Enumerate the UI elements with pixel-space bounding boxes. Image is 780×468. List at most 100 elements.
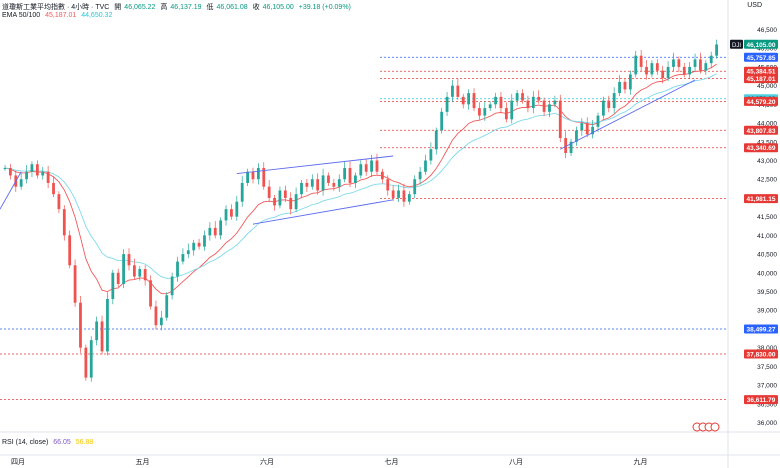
trend-line (252, 199, 394, 225)
price-tag-label: 41,981.15 (747, 196, 776, 203)
candle-body (181, 254, 185, 262)
price-tag-label: 43,807.83 (747, 128, 776, 135)
candle-body (699, 59, 702, 71)
trend-line (236, 155, 394, 175)
candle-body (230, 209, 233, 217)
symbol-title: 道瓊斯工業平均指數 · 4小時 · TVC (2, 4, 110, 11)
y-tick-label: 37,000 (757, 383, 777, 390)
x-tick-label: 六月 (260, 457, 274, 466)
ema50-value: 45,187.01 (45, 12, 77, 19)
candle-body (558, 100, 562, 139)
candle-body (445, 96, 449, 112)
candle-body (429, 149, 433, 161)
price-tag (744, 143, 778, 153)
y-tick-label: 44,000 (757, 121, 777, 128)
candle-body (709, 55, 713, 64)
candle-body (402, 190, 406, 202)
candle-body (434, 130, 438, 150)
price-tag-label: 45,757.85 (747, 55, 776, 62)
candle-body (478, 108, 481, 116)
price-tag-label: 38,499.27 (747, 326, 776, 333)
rsi-legend[interactable]: RSI (14, close) 66.05 56.88 (2, 439, 96, 446)
ema-label: EMA 50/100 (2, 12, 41, 19)
price-tag-label: 43,340.69 (747, 145, 776, 152)
candle-body (273, 197, 276, 206)
candle-body (607, 100, 611, 109)
candle-body (472, 93, 476, 109)
price-tag (744, 194, 778, 204)
candle-body (294, 194, 298, 210)
y-tick-label: 40,500 (757, 252, 777, 259)
candle-body (494, 96, 497, 105)
candle-body (370, 160, 373, 172)
candle-body (537, 96, 541, 101)
candle-body (52, 182, 55, 195)
candle-body (30, 164, 34, 172)
y-tick-label: 36,500 (757, 401, 777, 408)
candle-body (310, 179, 314, 187)
candle-body (122, 254, 126, 285)
candle-body (553, 100, 557, 105)
candle-body (488, 104, 492, 109)
candle-body (154, 306, 158, 326)
change-value: +39.18 (+0.09%) (298, 4, 351, 11)
price-tag (744, 52, 778, 62)
candle-body (548, 104, 551, 112)
candle-body (585, 123, 589, 135)
candle-body (483, 108, 487, 116)
candle-body (424, 160, 427, 172)
symbol-tag-label: DJI (732, 43, 741, 49)
ema-legend[interactable]: EMA 50/100 45,187.01 44,650.32 (2, 12, 115, 19)
candle-body (591, 126, 595, 135)
price-tag (744, 125, 778, 135)
candle-body (418, 171, 422, 180)
candle-body (8, 167, 12, 176)
currency-label: USD (747, 2, 762, 9)
candle-body (337, 179, 341, 187)
candle-body (283, 190, 287, 198)
candle-body (35, 164, 39, 176)
price-tag-label: 44,579.20 (747, 99, 776, 106)
candle-body (601, 100, 605, 116)
price-tag-label: 45,384.51 (747, 69, 776, 76)
y-tick-label: 46,500 (757, 27, 777, 34)
y-tick-label: 36,000 (757, 420, 777, 427)
candle-body (256, 167, 260, 180)
candle-body (203, 235, 206, 247)
candle-body (321, 175, 325, 191)
candle-body (650, 63, 654, 75)
x-tick-label: 八月 (509, 458, 523, 466)
candle-body (95, 321, 99, 341)
open-value: 46,065.22 (124, 4, 156, 11)
candle-body (515, 93, 519, 101)
candle-body (57, 194, 61, 210)
candle-body (461, 96, 465, 105)
candle-body (510, 100, 514, 120)
candle-body (219, 220, 223, 236)
candle-body (456, 85, 460, 97)
candle-body (688, 66, 692, 75)
candle-body (192, 242, 196, 251)
close-value: 46,105.00 (262, 4, 294, 11)
candle-body (440, 111, 444, 131)
candle-body (176, 261, 179, 277)
ema100-value: 44,650.32 (81, 12, 113, 19)
y-tick-label: 37,500 (757, 364, 777, 371)
candle-body (526, 100, 530, 109)
candle-body (628, 74, 632, 90)
event-icon (710, 422, 720, 432)
candle-body (332, 182, 336, 187)
candle-body (569, 141, 573, 154)
price-tag (744, 39, 778, 49)
candle-body (100, 321, 104, 352)
candle-body (262, 167, 266, 187)
price-tag-label: 46,105.00 (747, 42, 776, 49)
candle-body (531, 96, 535, 109)
candle-body (208, 227, 212, 236)
y-tick-label: 40,000 (757, 270, 777, 277)
candle-body (348, 167, 352, 183)
candle-body (186, 250, 190, 255)
candle-body (327, 175, 330, 183)
candle-body (521, 93, 524, 101)
